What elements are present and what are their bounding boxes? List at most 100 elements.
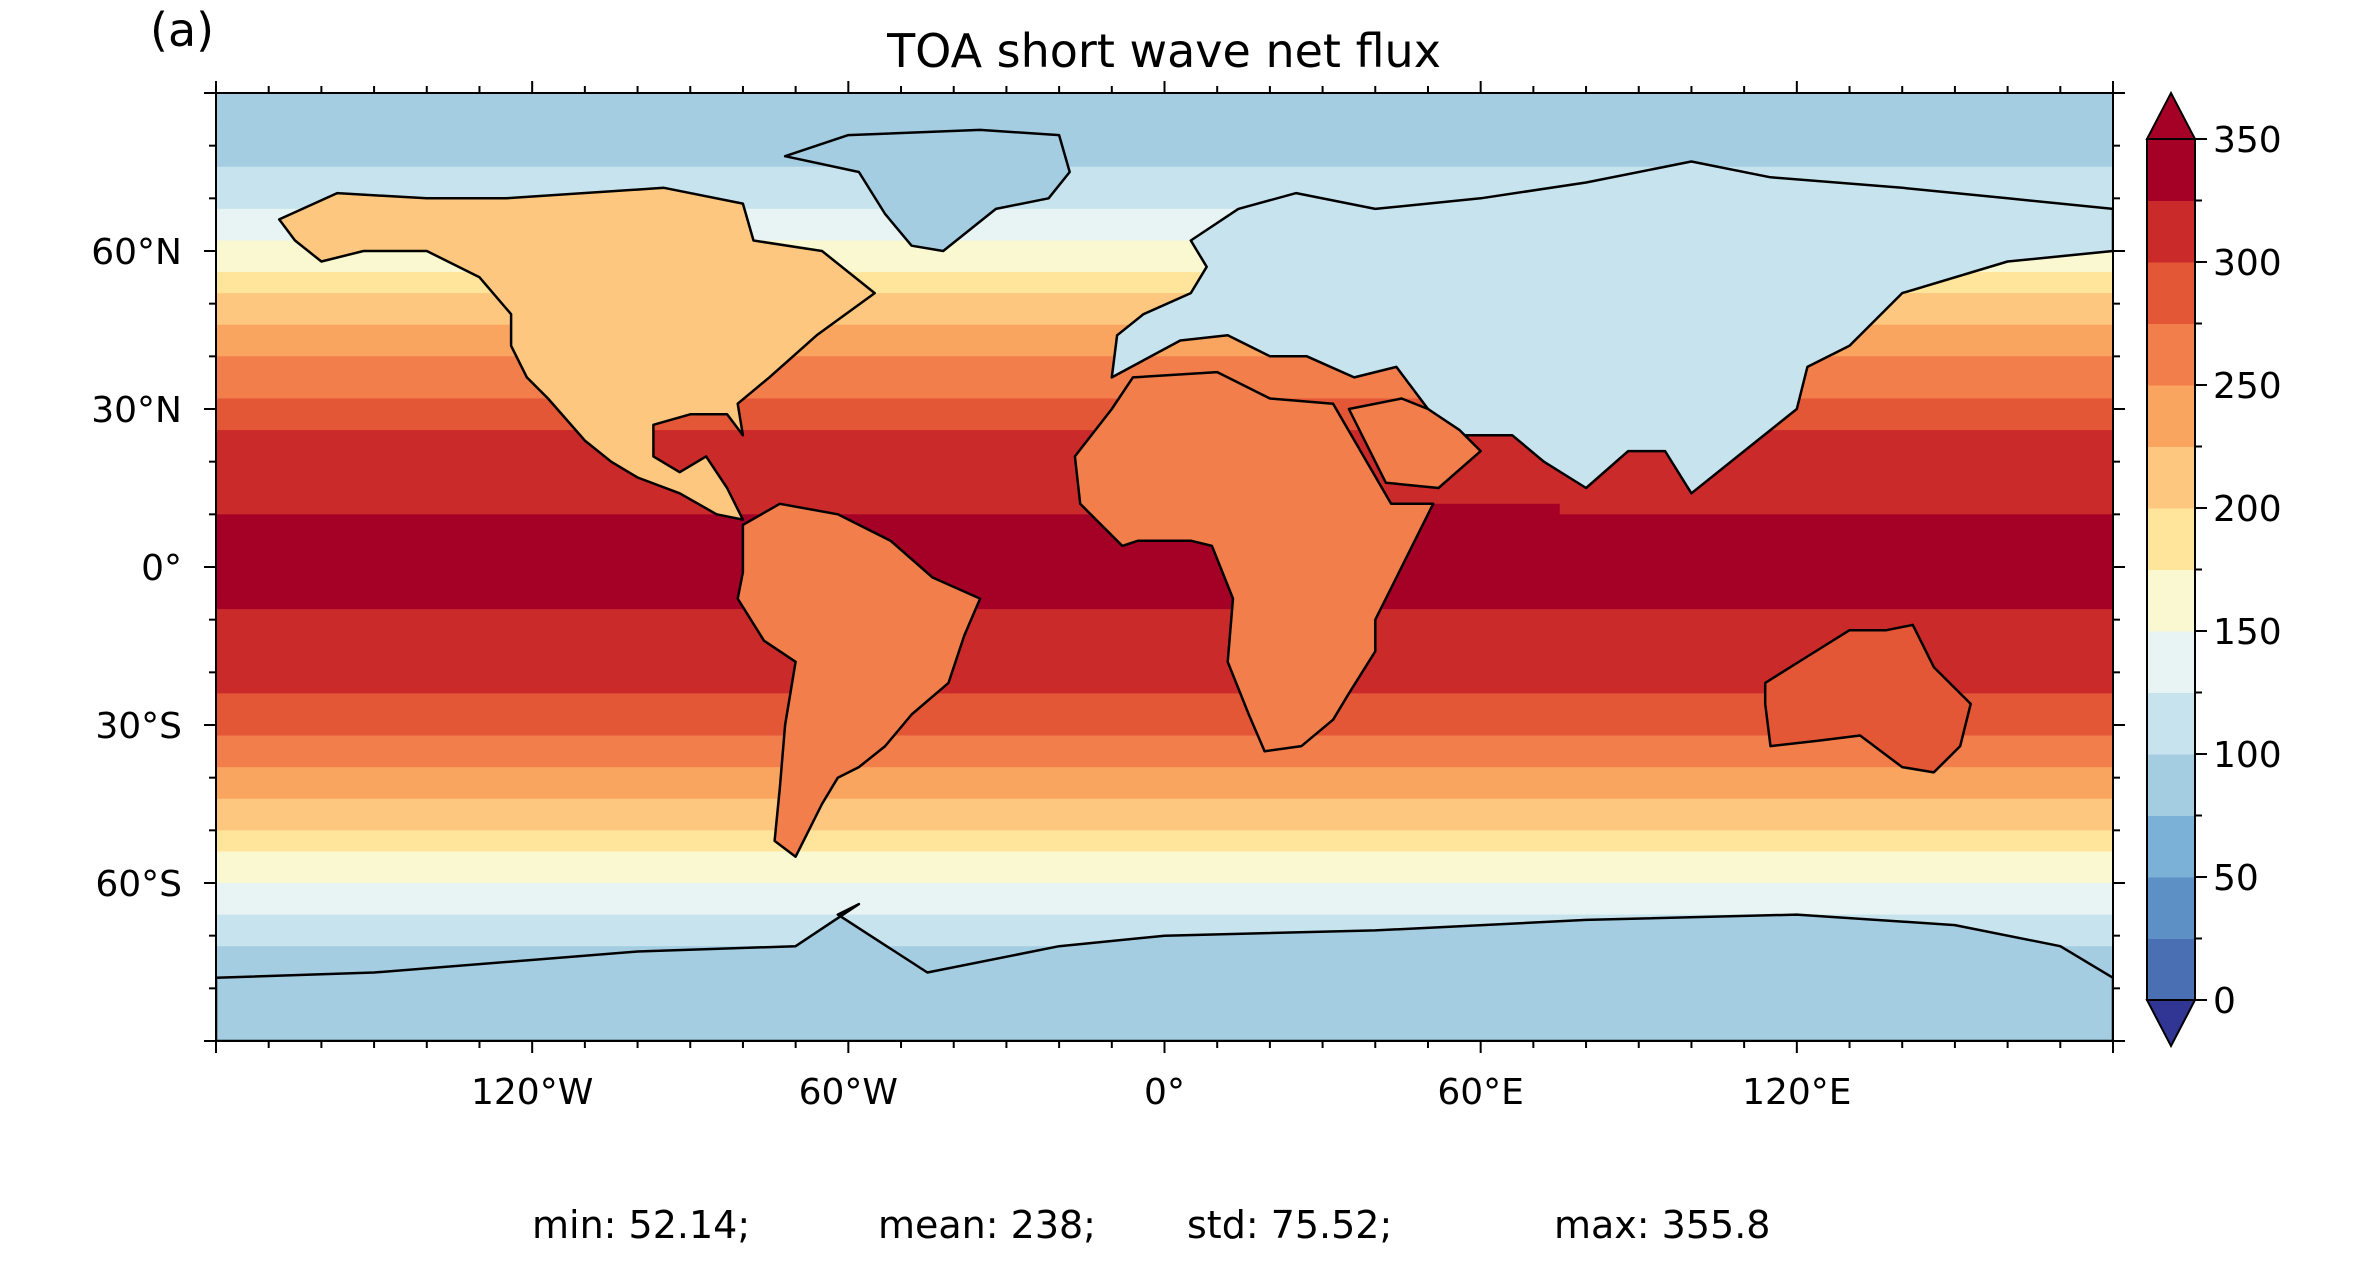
flux-band (216, 577, 2113, 589)
land-masses (216, 128, 2113, 1041)
flux-band (216, 124, 2113, 136)
flux-band (216, 93, 2113, 105)
y-tick-label: 60°N (91, 232, 182, 273)
flux-band (216, 598, 2113, 610)
arabia-outline (1347, 397, 1482, 490)
y-tick-label: 30°N (91, 390, 182, 431)
flux-band (216, 861, 2113, 874)
stat-std: std: 75.52; (1187, 1203, 1392, 1247)
flux-band (216, 272, 2113, 284)
x-tick-label: 120°W (471, 1072, 593, 1113)
flux-band (216, 166, 2113, 178)
y-tick-label: 30°S (95, 706, 182, 747)
map-area (216, 93, 2113, 1041)
flux-band (216, 651, 2113, 663)
flux-band (216, 703, 2113, 716)
colorbar-segment (2147, 877, 2195, 939)
flux-band (216, 156, 2113, 168)
flux-band (216, 725, 2113, 737)
flux-band (216, 630, 2113, 642)
south-america-outline (736, 502, 982, 858)
australia-outline (1763, 623, 1972, 774)
flux-band (216, 872, 2113, 884)
flux-band (216, 208, 2113, 220)
colorbar-segment (2147, 508, 2195, 570)
stat-mean: mean: 238; (878, 1203, 1096, 1247)
flux-band (216, 735, 2113, 747)
flux-band (216, 693, 2113, 705)
colorbar-segment (2147, 815, 2195, 878)
colorbar: 0 50 100 150 200 250 300 350 (2145, 90, 2282, 1049)
colorbar-tick-label: 250 (2213, 366, 2282, 407)
flux-band (216, 746, 2113, 758)
colorbar-segment (2147, 938, 2195, 1001)
flux-band (216, 145, 2113, 157)
statistics-line: min: 52.14; mean: 238; std: 75.52; max: … (532, 1203, 1770, 1247)
colorbar-segment (2147, 262, 2195, 324)
flux-band (216, 282, 2113, 294)
flux-max-patch (1849, 551, 2113, 589)
y-tick-label: 60°S (95, 864, 182, 905)
colorbar-segment (2147, 631, 2195, 693)
flux-band (216, 661, 2113, 673)
flux-band (216, 767, 2113, 779)
map-axis-ticks (204, 81, 2125, 1053)
flux-band (216, 114, 2113, 126)
colorbar-tick-label: 200 (2213, 489, 2282, 530)
colorbar-tick-label: 50 (2213, 858, 2259, 899)
flux-band (216, 366, 2113, 378)
flux-band (216, 198, 2113, 210)
flux-band (216, 672, 2113, 684)
flux-band (216, 925, 2113, 937)
flux-band (216, 788, 2113, 800)
colorbar-ticks: 0 50 100 150 200 250 300 350 (2195, 120, 2282, 1022)
flux-band (216, 229, 2113, 242)
flux-band (216, 609, 2113, 621)
flux-band (216, 356, 2113, 368)
flux-band (216, 187, 2113, 199)
antarctica-outline (216, 902, 2113, 1041)
flux-band (216, 830, 2113, 842)
colorbar-segment (2147, 385, 2195, 447)
flux-band (216, 545, 2113, 558)
colorbar-segment (2147, 754, 2195, 816)
x-tick-label: 60°W (799, 1072, 898, 1113)
flux-band (216, 809, 2113, 821)
flux-band (216, 893, 2113, 905)
flux-band (216, 840, 2113, 852)
x-tick-label: 120°E (1742, 1072, 1851, 1113)
colorbar-tick-label: 0 (2213, 981, 2236, 1022)
flux-band (216, 556, 2113, 568)
africa-outline (1073, 370, 1435, 753)
x-tick-label: 0° (1144, 1072, 1185, 1113)
flux-band (216, 251, 2113, 263)
flux-band (216, 883, 2113, 895)
flux-band (216, 904, 2113, 916)
flux-band (216, 103, 2113, 115)
flux-max-patch (479, 524, 638, 567)
flux-band (216, 619, 2113, 631)
flux-band (216, 798, 2113, 810)
colorbar-segment (2147, 569, 2195, 632)
y-tick-label: 0° (141, 548, 182, 589)
colorbar-segment (2147, 139, 2195, 201)
flux-band (216, 135, 2113, 147)
colorbar-tick-label: 300 (2213, 243, 2282, 284)
panel-label: (a) (150, 3, 214, 57)
x-tick-label: 60°E (1437, 1072, 1524, 1113)
colorbar-segment (2147, 692, 2195, 755)
flux-band (216, 714, 2113, 726)
colorbar-tick-label: 350 (2213, 120, 2282, 161)
colorbar-segment (2147, 323, 2195, 386)
greenland-outline (783, 128, 1071, 253)
flux-band (216, 819, 2113, 831)
colorbar-over-triangle (2145, 90, 2197, 140)
colorbar-tick-label: 150 (2213, 612, 2282, 653)
colorbar-tick-label: 100 (2213, 735, 2282, 776)
eurasia-north-outline (1110, 160, 2113, 495)
flux-band (216, 293, 2113, 305)
flux-band (216, 177, 2113, 189)
flux-band (216, 261, 2113, 273)
flux-band (216, 567, 2113, 579)
